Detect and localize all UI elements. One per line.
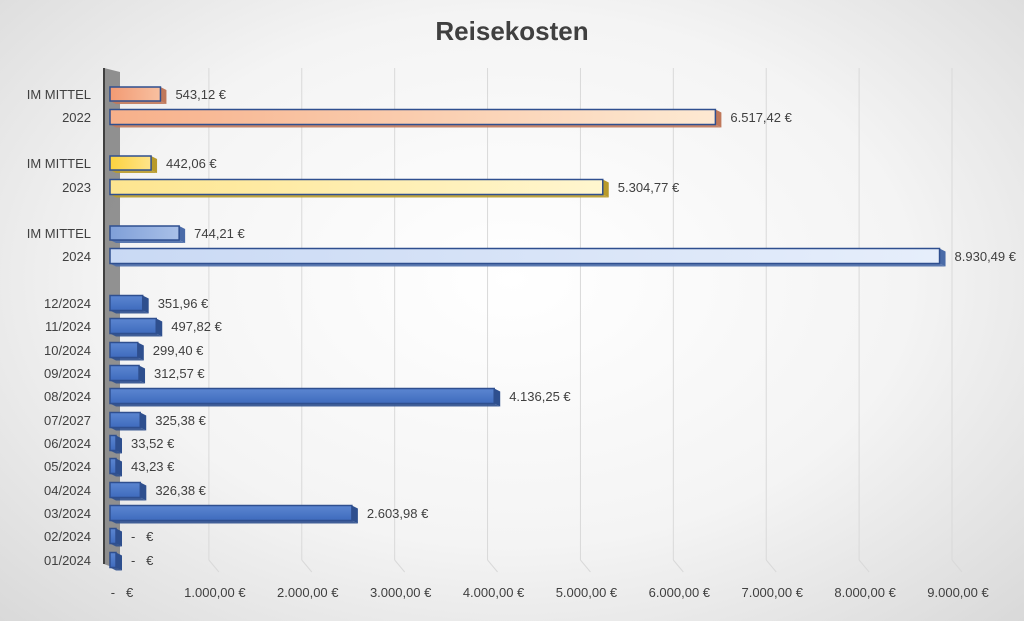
x-tick-label: 5.000,00 € (556, 585, 618, 600)
data-label: 325,38 € (155, 413, 206, 428)
grid-line-floor (765, 559, 777, 573)
bar (109, 411, 141, 429)
data-label: 442,06 € (166, 156, 217, 171)
bar (109, 504, 353, 522)
grid-line-floor (394, 559, 406, 573)
category-label: 08/2024 (44, 389, 91, 404)
bar (109, 434, 117, 452)
data-label: 8.930,49 € (955, 249, 1017, 264)
bar-side (351, 505, 358, 524)
data-label: 33,52 € (131, 436, 175, 451)
bar (109, 178, 604, 196)
category-labels: IM MITTEL 2022 IM MITTEL 2023 IM MITTEL 2024 1… (27, 87, 91, 568)
data-label: - € (131, 553, 154, 568)
grid-line-floor (580, 559, 591, 573)
bar-side (160, 87, 167, 104)
grid-line-floor (301, 559, 313, 573)
category-label: 04/2024 (44, 483, 91, 498)
chart-title: Reisekosten (435, 16, 589, 46)
category-label: IM MITTEL (27, 156, 91, 171)
x-tick-label: 8.000,00 € (834, 585, 896, 600)
bar-side (151, 156, 158, 173)
data-label: 744,21 € (194, 226, 245, 241)
bar (109, 551, 117, 569)
data-label: 351,96 € (158, 296, 209, 311)
bar-side (137, 342, 144, 361)
grid-line-floor (672, 559, 684, 573)
bar-side (939, 248, 946, 267)
category-label: 06/2024 (44, 436, 91, 451)
bar (109, 294, 144, 312)
bar-side (116, 528, 122, 547)
x-tick-labels: - € 1.000,00 € 2.000,00 € 3.000,00 € 4.000,0… (111, 585, 990, 600)
x-tick-label: 6.000,00 € (649, 585, 711, 600)
category-label: 05/2024 (44, 459, 91, 474)
value-labels: 543,12 € 6.517,42 € 442,06 € 5.304,77 € 744,… (131, 87, 1017, 568)
bar (109, 108, 717, 126)
bar (109, 364, 140, 382)
category-label: 11/2024 (45, 319, 91, 334)
category-label: IM MITTEL (27, 87, 91, 102)
grid-line-floor (858, 559, 870, 573)
bar-side (715, 109, 722, 128)
bar (109, 457, 117, 475)
bar (109, 387, 495, 405)
data-label: 497,82 € (171, 319, 222, 334)
data-label: 543,12 € (175, 87, 226, 102)
category-label: 10/2024 (44, 343, 91, 358)
category-label: 2024 (62, 249, 91, 264)
bar (109, 155, 152, 171)
bar-side (494, 388, 501, 407)
x-tick-label: 4.000,00 € (463, 585, 525, 600)
data-label: 4.136,25 € (509, 389, 571, 404)
bar (109, 86, 162, 102)
grid-line-floor (208, 559, 220, 573)
data-label: 312,57 € (154, 366, 205, 381)
bar-side (140, 482, 147, 501)
data-label: 5.304,77 € (618, 180, 680, 195)
bar-side (116, 458, 122, 477)
bars (109, 86, 946, 571)
x-tick-label: 9.000,00 € (927, 585, 989, 600)
x-tick-label: 1.000,00 € (184, 585, 246, 600)
bar (109, 481, 142, 499)
category-label: 01/2024 (44, 553, 91, 568)
data-label: 43,23 € (131, 459, 175, 474)
bar-side (179, 226, 186, 243)
bar-side (140, 412, 147, 431)
category-label: IM MITTEL (27, 226, 91, 241)
bar-side (116, 552, 122, 571)
grid-line-floor (487, 559, 498, 573)
bar (109, 527, 117, 545)
bar (109, 317, 157, 335)
data-label: 2.603,98 € (367, 506, 429, 521)
bar-side (142, 295, 149, 314)
data-label: 326,38 € (155, 483, 206, 498)
data-label: 299,40 € (153, 343, 204, 358)
category-label: 07/2027 (44, 413, 91, 428)
bar-side (116, 435, 122, 454)
bar (109, 247, 941, 265)
bar-side (602, 179, 609, 198)
x-tick-label: 3.000,00 € (370, 585, 432, 600)
x-tick-label: 7.000,00 € (741, 585, 803, 600)
bar (109, 341, 139, 359)
x-tick-label: 2.000,00 € (277, 585, 339, 600)
bar-side (139, 365, 146, 384)
x-tick-label: - € (111, 585, 134, 600)
bar-side (156, 318, 163, 337)
bar (109, 225, 180, 241)
grid-lines (208, 68, 963, 573)
category-label: 02/2024 (44, 529, 91, 544)
category-label: 09/2024 (44, 366, 91, 381)
category-label: 2023 (62, 180, 91, 195)
category-label: 2022 (62, 110, 91, 125)
category-label: 03/2024 (44, 506, 91, 521)
category-label: 12/2024 (44, 296, 91, 311)
grid-line-floor (951, 559, 963, 573)
data-label: - € (131, 529, 154, 544)
data-label: 6.517,42 € (730, 110, 792, 125)
